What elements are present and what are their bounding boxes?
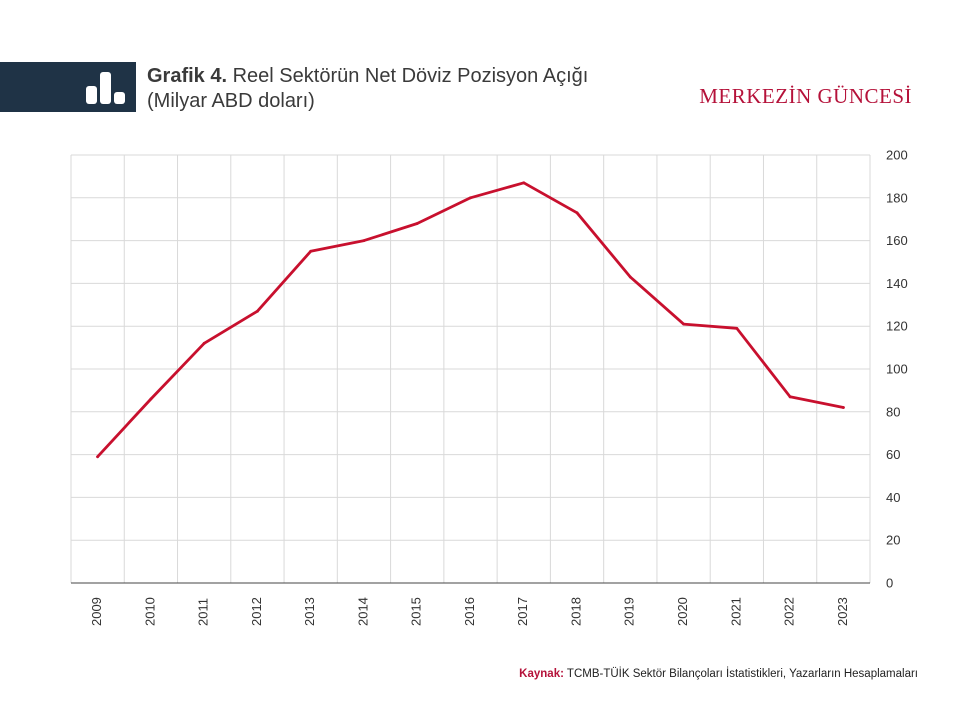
series-line: [96, 181, 845, 459]
data-point: [96, 455, 100, 459]
source-label: Kaynak:: [519, 668, 564, 680]
bar-chart-icon: [86, 72, 125, 104]
y-tick-label: 60: [886, 447, 900, 462]
data-point: [309, 249, 313, 253]
chart-title-number: Grafik 4.: [147, 65, 228, 87]
y-tick-label: 140: [886, 276, 908, 291]
y-tick-label: 180: [886, 190, 908, 205]
data-point: [788, 395, 792, 399]
data-point: [575, 211, 579, 215]
y-tick-label: 100: [886, 362, 908, 377]
axis-layer: 0 20 40 60 80 100 120 140 160 180 200 2009 2010 2011 2…: [71, 148, 908, 626]
x-tick-label: 2023: [835, 597, 850, 626]
data-point: [735, 326, 739, 330]
x-tick-label: 2019: [622, 597, 637, 626]
x-tick-label: 2010: [142, 597, 157, 626]
x-tick-label: 2020: [675, 597, 690, 626]
data-point: [362, 239, 366, 242]
chart-subtitle: (Milyar ABD doları): [147, 90, 315, 112]
y-tick-label: 120: [886, 319, 908, 334]
x-tick-label: 2011: [196, 598, 211, 626]
x-tick-label: 2018: [568, 597, 583, 626]
y-tick-label: 0: [886, 576, 893, 591]
data-point: [415, 222, 419, 225]
x-tick-label: 2014: [355, 597, 370, 626]
x-tick-label: 2013: [302, 597, 317, 626]
x-tick-label: 2021: [728, 597, 743, 626]
x-tick-label: 2015: [409, 597, 424, 626]
x-tick-label: 2022: [782, 597, 797, 626]
data-point: [256, 309, 259, 313]
data-point: [469, 196, 472, 200]
data-point: [841, 406, 845, 409]
chart-title-block: Grafik 4. Reel Sektörün Net Döviz Pozisy…: [147, 64, 667, 114]
line-chart: 0 20 40 60 80 100 120 140 160 180 200 2009 2010 2011 2…: [70, 148, 908, 626]
y-tick-label: 200: [886, 148, 908, 163]
x-tick-label: 2012: [249, 597, 264, 626]
grid-layer: [70, 154, 871, 583]
y-tick-label: 20: [886, 533, 900, 548]
data-point: [202, 341, 206, 345]
data-point: [628, 275, 632, 279]
chart-title: Grafik 4. Reel Sektörün Net Döviz Pozisy…: [147, 64, 667, 89]
data-point: [149, 397, 153, 401]
x-tick-label: 2017: [515, 597, 530, 626]
data-point: [682, 322, 685, 326]
data-point: [522, 181, 526, 185]
header-bar: [0, 62, 136, 112]
x-tick-label: 2009: [89, 597, 104, 626]
y-tick-label: 80: [886, 404, 900, 419]
source-text: TCMB-TÜİK Sektör Bilançoları İstatistikl…: [566, 668, 918, 680]
chart-title-text: Reel Sektörün Net Döviz Pozisyon Açığı: [232, 65, 589, 87]
series-layer: [96, 181, 845, 459]
x-tick-label: 2016: [462, 597, 477, 626]
y-tick-label: 160: [886, 233, 908, 248]
y-tick-label: 40: [886, 490, 900, 505]
source-note: Kaynak: TCMB-TÜİK Sektör Bilançoları İst…: [519, 668, 918, 680]
brand-logo: MERKEZİN GÜNCESİ: [699, 84, 912, 108]
